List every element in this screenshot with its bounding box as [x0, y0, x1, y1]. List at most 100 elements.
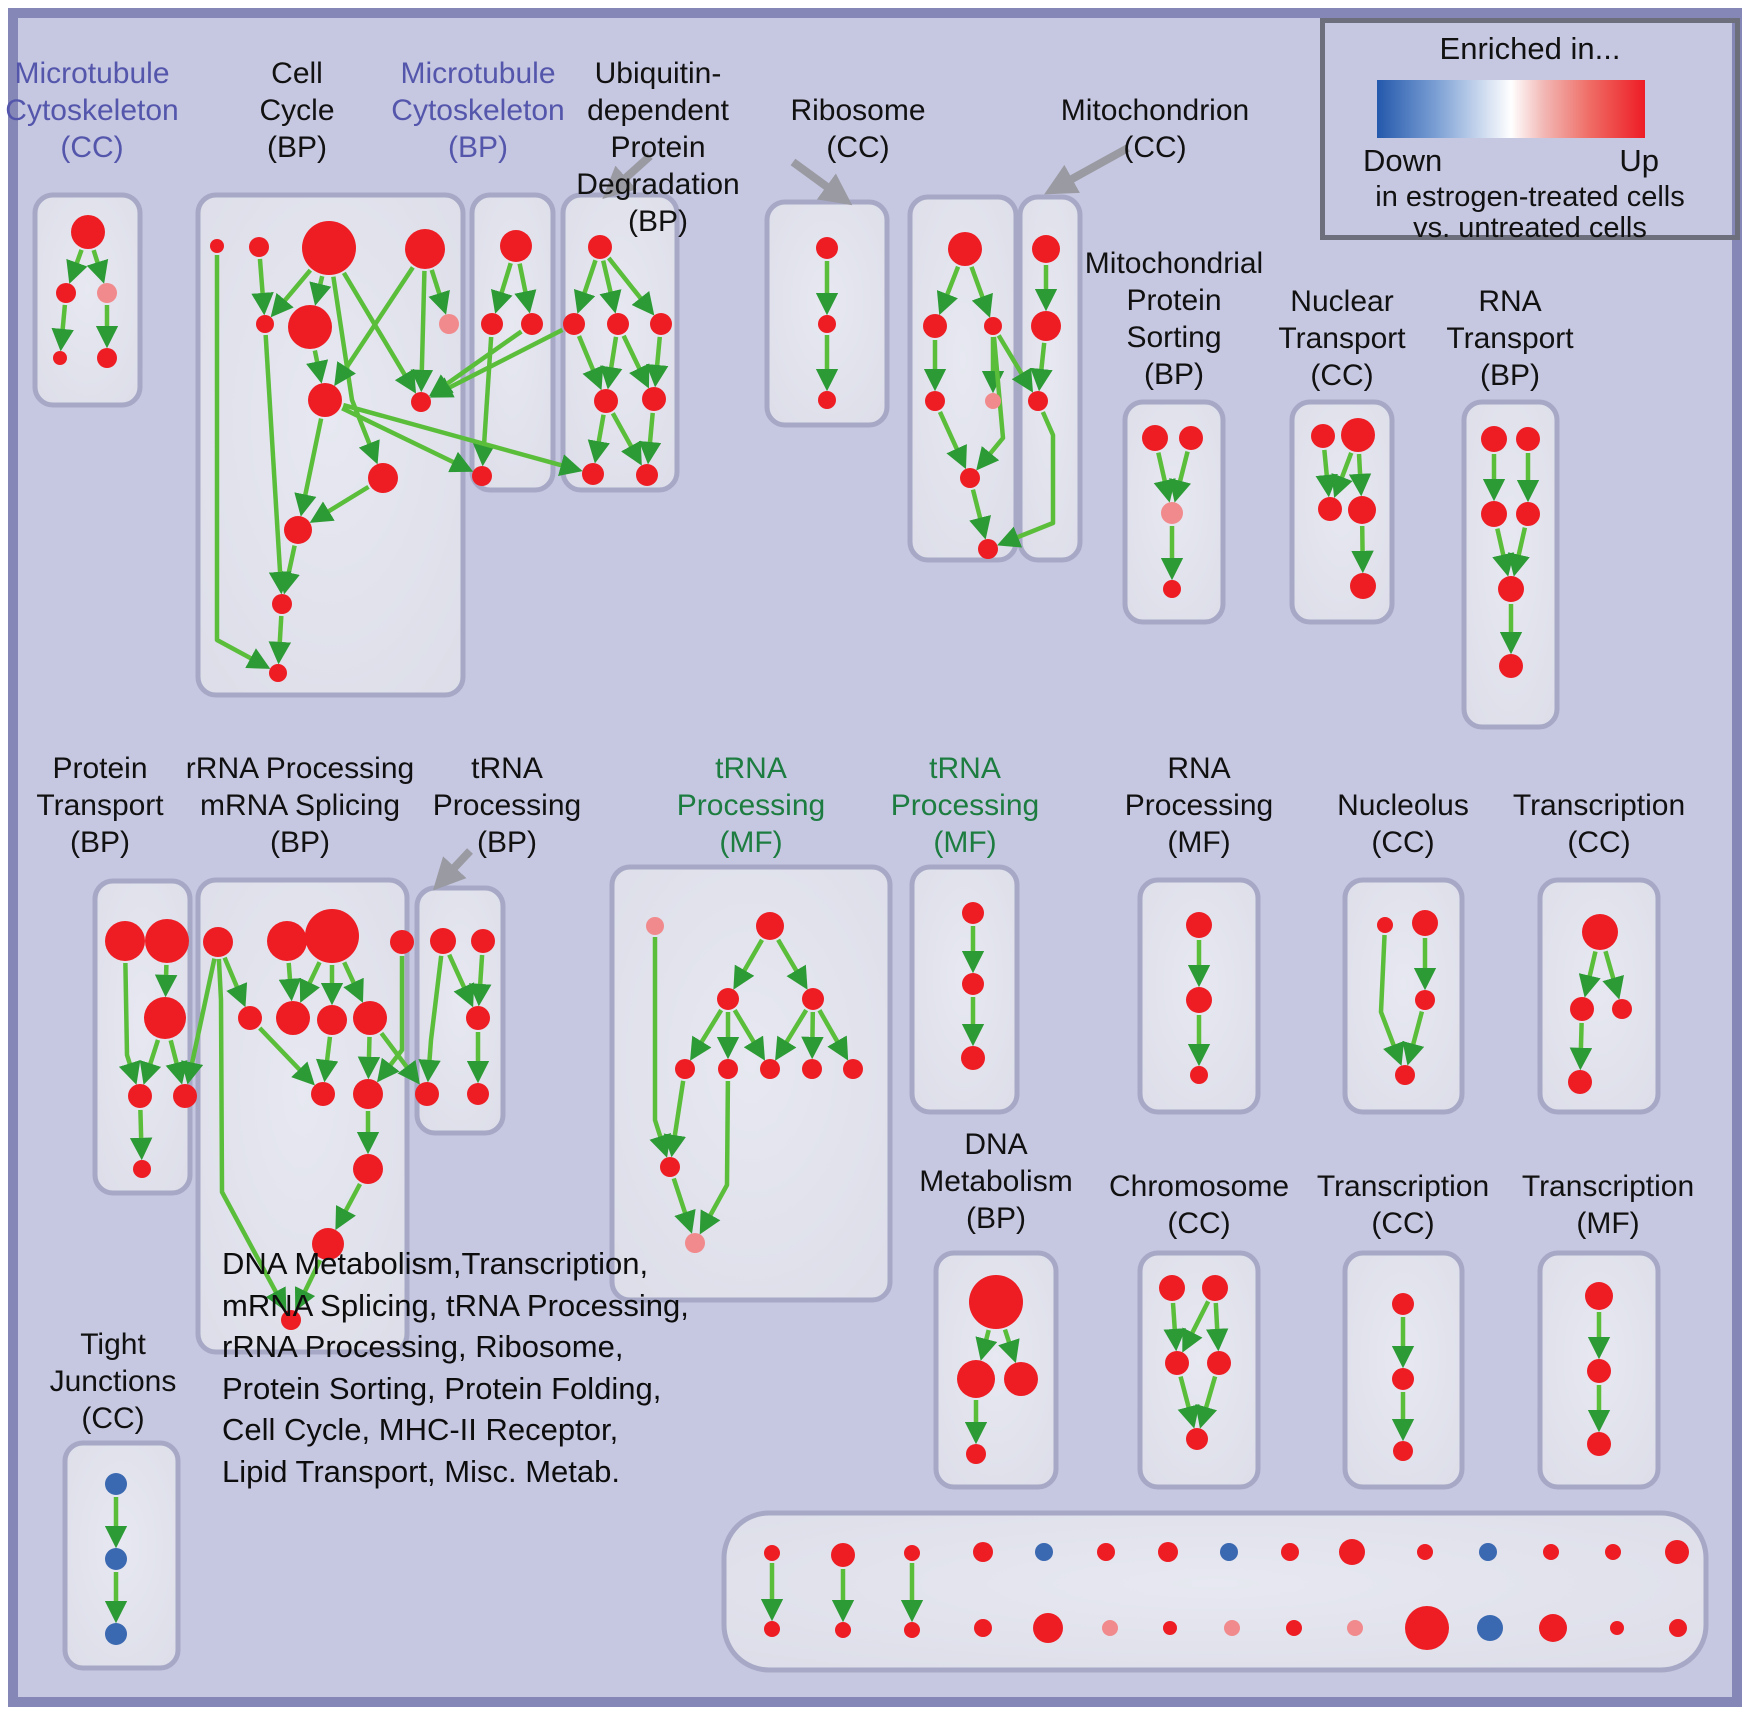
rrna-processing-mrna-splicing-bp-node [390, 930, 414, 954]
misc-summary-node [835, 1622, 851, 1638]
tight-junctions-cc-node [105, 1548, 127, 1570]
label-line: Protein [610, 131, 706, 164]
label-line: Sorting [1126, 321, 1222, 354]
label-line: Tight [80, 1328, 146, 1361]
misc-summary-node [1339, 1539, 1365, 1565]
cross-cluster-edge [996, 334, 1034, 393]
protein-transport-bp-node [133, 1160, 151, 1178]
microtubule-cytoskeleton-bp-edge [514, 263, 537, 314]
microtubule-cytoskeleton-cc-edge [66, 249, 88, 284]
label-line: Cytoskeleton [391, 94, 565, 127]
trna-processing-mf-1-box [609, 864, 893, 1303]
label-line: (BP) [269, 826, 330, 859]
ribosome-cc-node [925, 391, 945, 411]
label-line: rRNA Processing [185, 752, 415, 785]
label-line: Processing [1124, 789, 1274, 822]
rna-transport-bp-edge [1492, 528, 1515, 577]
microtubule-cytoskeleton-cc-edge [86, 249, 109, 284]
label-line: (CC) [826, 131, 890, 164]
rna-processing-mf-node [1186, 912, 1212, 938]
transcription-cc-lower-node [1392, 1293, 1414, 1315]
label-line: Degradation [576, 168, 740, 201]
trna-processing-mf-1-label: tRNA Processing (MF) [677, 750, 825, 861]
ribosome-cc-node [948, 232, 982, 266]
nuclear-transport-cc-node [1350, 573, 1376, 599]
microtubule-cytoskeleton-cc-edge [51, 304, 74, 352]
legend-up-label: Up [1619, 143, 1659, 178]
label-line: Chromosome [1108, 1170, 1290, 1203]
trna-processing-mf-2-node [962, 973, 984, 995]
label-line: (BP) [448, 131, 508, 164]
trna-processing-mf-1-edge [775, 1008, 809, 1061]
trna-processing-mf-1-edge [649, 937, 671, 1158]
chromosome-cc-node [1186, 1428, 1208, 1450]
label-line: (CC) [1371, 826, 1435, 859]
cell-cycle-bp-node [302, 221, 356, 275]
trna-processing-mf-2-label: tRNA Processing (MF) [891, 750, 1039, 861]
trna-processing-bp-edge [447, 953, 475, 1008]
ribosome-cc-edge [969, 266, 993, 318]
trna-processing-mf-1-node [675, 1059, 695, 1079]
microtubule-cytoskeleton-cc-node [97, 348, 117, 368]
trna-processing-mf-1-edge [733, 938, 764, 990]
ubiquitin-dependent-protein-degradation-bp-node [563, 313, 585, 335]
legend-caption-line2: vs. untreated cells [1413, 212, 1647, 244]
misc-summary-node [1539, 1614, 1567, 1642]
mitochondrial-protein-sorting-bp-node [1161, 502, 1183, 524]
ubiquitin-dependent-protein-degradation-bp-node [588, 235, 612, 259]
cell-cycle-bp-node [284, 516, 312, 544]
cross-cluster-edge [429, 327, 564, 398]
cross-cluster-edge [181, 958, 217, 1085]
dna-metabolism-bp-node [957, 1360, 995, 1398]
rrna-processing-mrna-splicing-bp-edge [315, 1036, 339, 1083]
trna-processing-mf-1-node [660, 1157, 680, 1177]
trna-processing-mf-1-edge [699, 1080, 731, 1235]
ribosome-cc-node [978, 539, 998, 559]
label-line: (BP) [1143, 358, 1204, 391]
chromosome-cc-edge [1163, 1302, 1186, 1352]
misc-summary-node [1477, 1615, 1503, 1641]
mitochondrion-cc-edge [1030, 342, 1053, 392]
label-line: Mitochondrial [1084, 247, 1264, 280]
misc-summary-box [721, 1510, 1709, 1673]
cross-cluster-edge [341, 406, 474, 473]
protein-transport-bp-edge [118, 962, 141, 1085]
nucleolus-cc-node [1395, 1065, 1415, 1085]
microtubule-cytoskeleton-bp-node [500, 230, 532, 262]
ubiquitin-dependent-protein-degradation-bp-label: Ubiquitin-dependent Protein Degradation (BP… [576, 55, 739, 240]
label-line: Protein [1126, 284, 1222, 317]
nucleolus-cc-label: Nucleolus (CC) [1337, 787, 1469, 861]
rna-transport-bp-label: RNA Transport (BP) [1446, 283, 1573, 394]
footnote-line: Cell Cycle, MHC-II Receptor, [222, 1412, 619, 1447]
label-line: Nuclear [1290, 285, 1394, 318]
label-line: (BP) [69, 826, 130, 859]
cross-cluster-edge [997, 411, 1056, 548]
ribosome-cc-label: Ribosome (CC) [790, 92, 925, 166]
cell-cycle-bp-node [308, 383, 342, 417]
misc-summary-node [1347, 1620, 1363, 1636]
rrna-processing-mrna-splicing-bp-label: rRNA Processing mRNA Splicing (BP) [186, 750, 414, 861]
mitochondrion-cc-node [1031, 311, 1061, 341]
trna-processing-mf-1-node [802, 988, 824, 1010]
rrna-processing-mrna-splicing-bp-edge [376, 956, 405, 1083]
misc-summary-node [1158, 1542, 1178, 1562]
trna-processing-bp-node [471, 929, 495, 953]
trna-processing-mf-2-node [962, 902, 984, 924]
misc-summary-node [764, 1621, 780, 1637]
misc-summary-node [904, 1545, 920, 1561]
misc-summary-node [1610, 1621, 1624, 1635]
nuclear-transport-cc-node [1311, 424, 1335, 448]
nuclear-transport-cc-edge [1331, 451, 1354, 499]
ubiquitin-dependent-protein-degradation-bp-node [650, 313, 672, 335]
mitochondrial-protein-sorting-bp-node [1142, 425, 1168, 451]
mitochondrion-cc-node [1032, 235, 1060, 263]
rrna-processing-mrna-splicing-bp-node [353, 1001, 387, 1035]
chromosome-cc-edge [1177, 1375, 1200, 1429]
transcription-cc-upper-node [1582, 914, 1618, 950]
misc-summary-node [764, 1545, 780, 1561]
nuclear-transport-cc-edge [1351, 525, 1374, 574]
legend-down-label: Down [1363, 143, 1443, 178]
ubiquitin-dependent-protein-degradation-bp-edge [610, 412, 642, 466]
protein-transport-bp-edge [129, 1109, 153, 1161]
trna-processing-bp-edge [418, 955, 444, 1083]
